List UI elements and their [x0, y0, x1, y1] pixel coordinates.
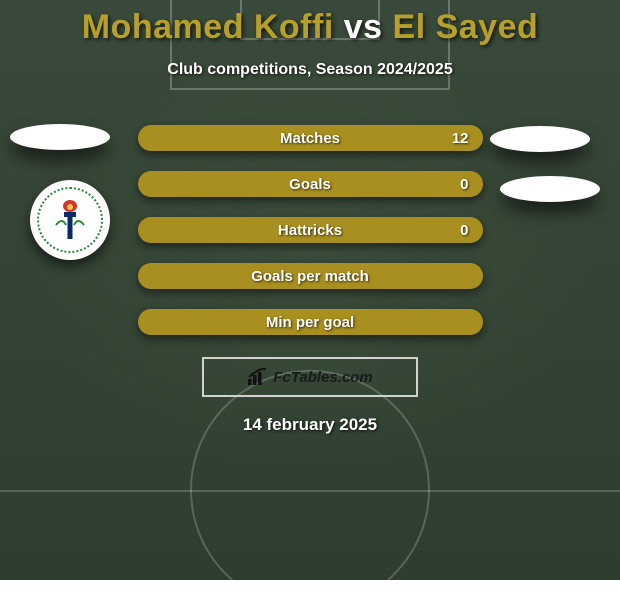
stat-row: Hattricks 0 — [138, 217, 483, 243]
stat-value-right: 0 — [460, 176, 468, 193]
title-player-right: El Sayed — [393, 8, 539, 46]
stat-row: Goals per match — [138, 263, 483, 289]
stat-row: Goals 0 — [138, 171, 483, 197]
chart-icon — [247, 368, 269, 386]
stat-label: Goals per match — [251, 268, 369, 285]
stat-value-right: 12 — [452, 130, 469, 147]
stat-label: Goals — [289, 176, 331, 193]
title-vs: vs — [344, 8, 383, 46]
stat-label: Hattricks — [278, 222, 342, 239]
title-player-left: Mohamed Koffi — [82, 8, 334, 46]
branding-box: FcTables.com — [202, 357, 418, 397]
subtitle: Club competitions, Season 2024/2025 — [0, 61, 620, 79]
branding-text: FcTables.com — [273, 369, 372, 386]
page-title: Mohamed Koffi vs El Sayed — [0, 0, 620, 47]
stat-value-right: 0 — [460, 222, 468, 239]
stat-rows: Matches 12 Goals 0 Hattricks 0 Goals per match… — [0, 125, 620, 335]
date-text: 14 february 2025 — [0, 415, 620, 435]
stat-row: Min per goal — [138, 309, 483, 335]
stat-label: Min per goal — [266, 314, 354, 331]
content: Mohamed Koffi vs El Sayed Club competiti… — [0, 0, 620, 435]
stat-row: Matches 12 — [138, 125, 483, 151]
stat-label: Matches — [280, 130, 340, 147]
